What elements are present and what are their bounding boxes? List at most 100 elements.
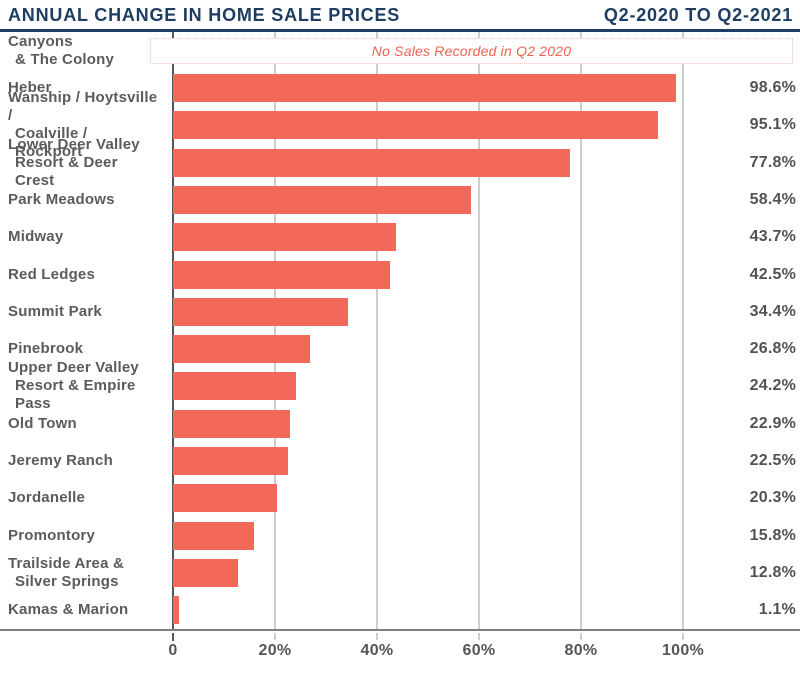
value-label: 24.2% (749, 377, 796, 395)
chart-header: ANNUAL CHANGE IN HOME SALE PRICES Q2-202… (0, 0, 800, 32)
chart-row: Summit Park 34.4% (0, 293, 800, 330)
zero-axis-line (172, 32, 174, 629)
chart-row: Lower Deer Valley Resort & Deer Crest 77.8… (0, 136, 800, 189)
chart-row: Midway 43.7% (0, 219, 800, 256)
bar (173, 521, 254, 550)
value-label: 12.8% (749, 564, 796, 582)
bar (173, 596, 179, 625)
row-label-line: Resort & Empire Pass (15, 377, 136, 413)
row-label: Heber (8, 79, 158, 97)
row-label-line: Kamas & Marion (8, 601, 129, 619)
row-label: Kamas & Marion (8, 601, 158, 619)
row-label-line: Upper Deer Valley (8, 359, 139, 377)
chart-row: Heber 98.6% (0, 69, 800, 106)
value-label: 15.8% (749, 526, 796, 544)
axis-tick-mark (478, 633, 480, 640)
chart-row: Upper Deer Valley Resort & Empire Pass 24.… (0, 359, 800, 412)
value-label: 22.5% (749, 452, 796, 470)
value-label: 77.8% (749, 153, 796, 171)
row-label: Promontory (8, 527, 158, 545)
row-label: Upper Deer Valley Resort & Empire Pass (8, 359, 158, 413)
x-axis: 0 20% 40% 60% 80% 100% (0, 633, 800, 673)
chart-row: Park Meadows 58.4% (0, 181, 800, 218)
row-label-line: Resort & Deer Crest (15, 153, 118, 189)
row-label-line: Lower Deer Valley (8, 135, 140, 153)
axis-tick-mark (580, 633, 582, 640)
row-label: Jeremy Ranch (8, 452, 158, 470)
axis-tick-label: 20% (258, 642, 292, 659)
row-label-line: Pinebrook (8, 340, 84, 358)
axis-tick-mark (682, 633, 684, 640)
value-label: 42.5% (749, 265, 796, 283)
chart-row: Red Ledges 42.5% (0, 256, 800, 293)
row-label: Old Town (8, 415, 158, 433)
row-label: Midway (8, 228, 158, 246)
chart-row: Trailside Area & Silver Springs 12.8% (0, 554, 800, 591)
row-label-line: Trailside Area & (8, 555, 125, 573)
axis-tick-label: 0 (168, 642, 178, 659)
gridline (376, 32, 378, 629)
value-label: 20.3% (749, 489, 796, 507)
row-label-line: Jordanelle (8, 489, 86, 507)
no-sales-note: No Sales Recorded in Q2 2020 (150, 37, 793, 64)
value-label: 98.6% (749, 78, 796, 96)
value-label: 34.4% (749, 302, 796, 320)
bar (173, 185, 471, 214)
bar-chart: Canyons & The Colony No Sales Recorded in … (0, 32, 800, 673)
row-label-line: Silver Springs (15, 573, 119, 591)
chart-row: Jeremy Ranch 22.5% (0, 442, 800, 479)
chart-rows: Canyons & The Colony No Sales Recorded in … (0, 32, 800, 629)
row-label: Trailside Area & Silver Springs (8, 555, 158, 591)
value-label: 1.1% (758, 601, 796, 619)
plot-area: Canyons & The Colony No Sales Recorded in … (0, 32, 800, 631)
axis-tick-label: 60% (462, 642, 496, 659)
bar (173, 73, 676, 102)
bar (173, 297, 348, 326)
axis-tick-label: 40% (360, 642, 394, 659)
chart-row: Jordanelle 20.3% (0, 480, 800, 517)
row-label: Lower Deer Valley Resort & Deer Crest (8, 136, 158, 190)
axis-tick-label: 80% (564, 642, 598, 659)
row-label-line: Old Town (8, 414, 77, 432)
bar (173, 484, 277, 513)
value-label: 22.9% (749, 414, 796, 432)
row-label-line: Red Ledges (8, 265, 96, 283)
row-label: Jordanelle (8, 489, 158, 507)
chart-row: Pinebrook 26.8% (0, 331, 800, 368)
value-label: 95.1% (749, 116, 796, 134)
chart-row: Kamas & Marion 1.1% (0, 592, 800, 629)
row-label-line: Wanship / Hoytsville / (8, 89, 158, 125)
bar (173, 335, 310, 364)
bar (173, 372, 296, 401)
row-label-line: Heber (8, 78, 52, 96)
row-label: Summit Park (8, 303, 158, 321)
row-label: Canyons & The Colony (8, 33, 158, 69)
bar (173, 559, 238, 588)
axis-tick-mark (376, 633, 378, 640)
chart-row: Canyons & The Colony No Sales Recorded in … (0, 32, 800, 69)
axis-tick-mark (274, 633, 276, 640)
chart-row: Old Town 22.9% (0, 405, 800, 442)
row-label-line: Park Meadows (8, 190, 115, 208)
chart-title: ANNUAL CHANGE IN HOME SALE PRICES (8, 5, 401, 25)
bar (173, 447, 288, 476)
value-label: 58.4% (749, 190, 796, 208)
row-label-line: Coalville / Rockport (15, 125, 88, 161)
chart-period: Q2-2020 TO Q2-2021 (603, 5, 793, 25)
bar (173, 111, 658, 140)
row-label-line: & The Colony (15, 50, 115, 68)
gridline (682, 32, 684, 629)
gridline (478, 32, 480, 629)
value-label: 43.7% (749, 228, 796, 246)
row-label-line: Canyons (8, 32, 73, 50)
row-label: Pinebrook (8, 340, 158, 358)
row-label: Red Ledges (8, 266, 158, 284)
axis-tick-label: 100% (661, 642, 705, 659)
row-label-line: Summit Park (8, 302, 102, 320)
row-label: Park Meadows (8, 191, 158, 209)
no-sales-note-text: No Sales Recorded in Q2 2020 (371, 42, 572, 59)
chart-row: Promontory 15.8% (0, 517, 800, 554)
value-label: 26.8% (749, 340, 796, 358)
row-label-line: Jeremy Ranch (8, 452, 113, 470)
